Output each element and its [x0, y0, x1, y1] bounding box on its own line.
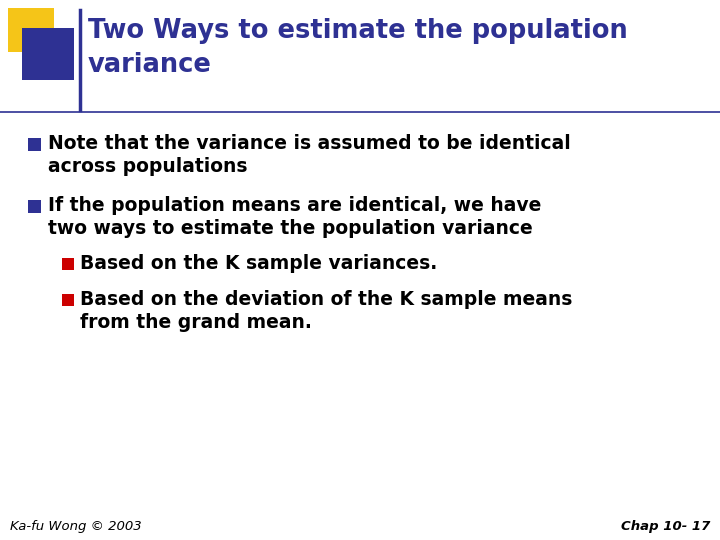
- Bar: [28, 138, 41, 151]
- Text: two ways to estimate the population variance: two ways to estimate the population vari…: [48, 219, 533, 238]
- Text: Based on the K sample variances.: Based on the K sample variances.: [80, 254, 437, 273]
- Bar: [8, 8, 54, 52]
- Text: across populations: across populations: [48, 157, 248, 176]
- Text: Note that the variance is assumed to be identical: Note that the variance is assumed to be …: [48, 134, 571, 153]
- Text: from the grand mean.: from the grand mean.: [80, 313, 312, 332]
- Bar: [62, 294, 74, 306]
- Text: Chap 10- 17: Chap 10- 17: [621, 520, 710, 533]
- Text: Two Ways to estimate the population: Two Ways to estimate the population: [88, 18, 628, 44]
- Bar: [62, 258, 74, 270]
- Text: Ka-fu Wong © 2003: Ka-fu Wong © 2003: [10, 520, 142, 533]
- Bar: [28, 200, 41, 213]
- Text: variance: variance: [88, 52, 212, 78]
- Text: Based on the deviation of the K sample means: Based on the deviation of the K sample m…: [80, 290, 572, 309]
- Text: If the population means are identical, we have: If the population means are identical, w…: [48, 196, 541, 215]
- Bar: [22, 28, 74, 80]
